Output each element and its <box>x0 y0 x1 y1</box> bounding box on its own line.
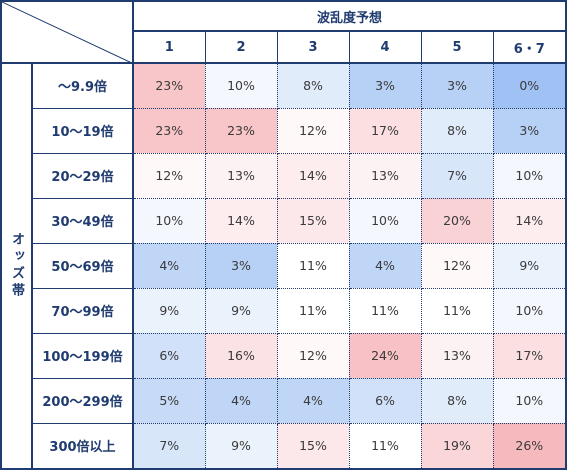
heatmap-cell: 4% <box>132 242 206 289</box>
heatmap-cell: 23% <box>132 107 206 154</box>
heatmap-cell: 10% <box>492 287 567 334</box>
row-header: 20～29倍 <box>31 152 134 199</box>
heatmap-cell: 4% <box>348 242 422 289</box>
heatmap-cell: 9% <box>204 422 278 470</box>
heatmap-cell: 11% <box>276 287 350 334</box>
table-row: 20～29倍 12% 13% 14% 13% 7% 10% <box>1 152 567 199</box>
table-body: オッズ帯 ～9.9倍 23% 10% 8% 3% 3% 0% 10～19倍 23% 23% 12% 17… <box>0 62 567 470</box>
heatmap-cell: 14% <box>276 152 350 199</box>
table-row: 100～199倍 6% 16% 12% 24% 13% 17% <box>1 332 567 379</box>
heatmap-cell: 6% <box>348 377 422 424</box>
heatmap-cell: 10% <box>348 197 422 244</box>
heatmap-cell: 13% <box>348 152 422 199</box>
table-row: 30～49倍 10% 14% 15% 10% 20% 14% <box>1 197 567 244</box>
heatmap-cell: 12% <box>132 152 206 199</box>
table-row: 10～19倍 23% 23% 12% 17% 8% 3% <box>1 107 567 154</box>
corner-diagonal-line <box>2 2 134 64</box>
heatmap-cell: 6% <box>132 332 206 379</box>
heatmap-cell: 7% <box>132 422 206 470</box>
row-header: 30～49倍 <box>31 197 134 244</box>
column-header-5: 5 <box>420 30 494 64</box>
heatmap-cell: 4% <box>204 377 278 424</box>
heatmap-cell: 11% <box>348 287 422 334</box>
heatmap-cell: 12% <box>420 242 494 289</box>
row-header: ～9.9倍 <box>31 62 134 109</box>
heatmap-cell: 10% <box>492 152 567 199</box>
table-row: 300倍以上 7% 9% 15% 11% 19% 26% <box>1 422 567 470</box>
row-header: 10～19倍 <box>31 107 134 154</box>
heatmap-cell: 3% <box>204 242 278 289</box>
heatmap-cell: 11% <box>420 287 494 334</box>
heatmap-cell: 17% <box>348 107 422 154</box>
heatmap-cell: 26% <box>492 422 567 470</box>
table-corner <box>0 0 134 64</box>
row-group-header: オッズ帯 <box>0 62 33 470</box>
column-header-6: 6・7 <box>492 30 567 64</box>
row-header: 200～299倍 <box>31 377 134 424</box>
heatmap-cell: 12% <box>276 332 350 379</box>
column-header-1: 1 <box>132 30 206 64</box>
column-header-4: 4 <box>348 30 422 64</box>
heatmap-cell: 8% <box>420 377 494 424</box>
heatmap-cell: 16% <box>204 332 278 379</box>
heatmap-cell: 10% <box>492 377 567 424</box>
heatmap-cell: 7% <box>420 152 494 199</box>
heatmap-cell: 23% <box>204 107 278 154</box>
heatmap-cell: 11% <box>348 422 422 470</box>
row-header: 70～99倍 <box>31 287 134 334</box>
heatmap-cell: 9% <box>204 287 278 334</box>
heatmap-cell: 0% <box>492 62 567 109</box>
heatmap-cell: 9% <box>132 287 206 334</box>
heatmap-cell: 17% <box>492 332 567 379</box>
heatmap-cell: 13% <box>420 332 494 379</box>
heatmap-cell: 11% <box>276 242 350 289</box>
heatmap-cell: 10% <box>204 62 278 109</box>
heatmap-cell: 4% <box>276 377 350 424</box>
column-header-2: 2 <box>204 30 278 64</box>
heatmap-cell: 20% <box>420 197 494 244</box>
column-group-header: 波乱度予想 <box>131 0 567 32</box>
heatmap-cell: 14% <box>204 197 278 244</box>
heatmap-cell: 3% <box>492 107 567 154</box>
row-header: 50～69倍 <box>31 242 134 289</box>
heatmap-cell: 5% <box>132 377 206 424</box>
heatmap-cell: 8% <box>420 107 494 154</box>
row-header: 300倍以上 <box>31 422 134 470</box>
table-row: 200～299倍 5% 4% 4% 6% 8% 10% <box>1 377 567 424</box>
heatmap-cell: 9% <box>492 242 567 289</box>
heatmap-cell: 10% <box>132 197 206 244</box>
heatmap-cell: 23% <box>132 62 206 109</box>
table-row: オッズ帯 ～9.9倍 23% 10% 8% 3% 3% 0% <box>0 62 567 470</box>
heatmap-cell: 14% <box>492 197 567 244</box>
heatmap-cell: 15% <box>276 197 350 244</box>
heatmap-cell: 12% <box>276 107 350 154</box>
heatmap-cell: 3% <box>420 62 494 109</box>
row-header: 100～199倍 <box>31 332 134 379</box>
heatmap-cell: 24% <box>348 332 422 379</box>
column-header-3: 3 <box>276 30 350 64</box>
heatmap-cell: 8% <box>276 62 350 109</box>
column-header-row: 1 2 3 4 5 6・7 <box>1 30 567 64</box>
heatmap-cell: 13% <box>204 152 278 199</box>
heatmap-cell: 15% <box>276 422 350 470</box>
heatmap-cell: 19% <box>420 422 494 470</box>
heatmap-cell: 3% <box>348 62 422 109</box>
table-row: 50～69倍 4% 3% 11% 4% 12% 9% <box>1 242 567 289</box>
table-row: 70～99倍 9% 9% 11% 11% 11% 10% <box>1 287 567 334</box>
